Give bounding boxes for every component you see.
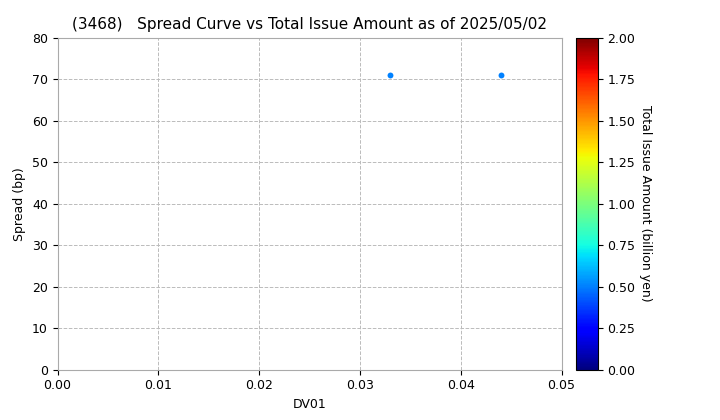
- Point: [495, 72, 507, 79]
- Point: [384, 72, 396, 79]
- X-axis label: DV01: DV01: [293, 398, 326, 411]
- Y-axis label: Spread (bp): Spread (bp): [14, 167, 27, 241]
- Y-axis label: Total Issue Amount (billion yen): Total Issue Amount (billion yen): [639, 105, 652, 302]
- Title: (3468)   Spread Curve vs Total Issue Amount as of 2025/05/02: (3468) Spread Curve vs Total Issue Amoun…: [72, 18, 547, 32]
